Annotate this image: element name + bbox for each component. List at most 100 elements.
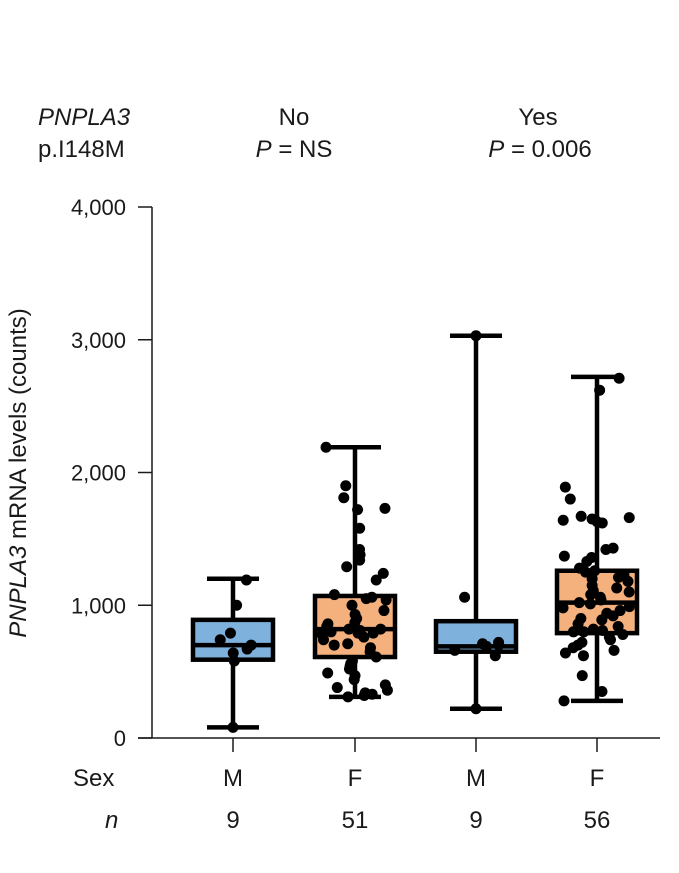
data-point xyxy=(557,602,569,614)
y-axis-label-rest: mRNA levels (counts) xyxy=(5,308,32,545)
data-point xyxy=(607,610,619,622)
data-point xyxy=(577,650,589,662)
data-point xyxy=(623,601,635,613)
data-point xyxy=(558,550,570,562)
data-point xyxy=(231,599,243,611)
group-yes-pvalue-suffix: = 0.006 xyxy=(504,136,591,163)
data-point xyxy=(360,593,372,605)
data-point xyxy=(481,640,493,652)
sex-row-label: Sex xyxy=(73,765,114,792)
box-group-no-m xyxy=(190,574,276,733)
data-point xyxy=(227,721,239,733)
data-point xyxy=(228,655,240,667)
data-point xyxy=(377,567,389,579)
data-point xyxy=(352,504,364,516)
y-tick-label: 1,000 xyxy=(71,593,126,618)
data-point xyxy=(341,561,353,573)
data-point xyxy=(322,667,334,679)
group-yes-pvalue: P = 0.006 xyxy=(488,136,591,163)
data-point xyxy=(559,481,571,493)
data-point xyxy=(608,644,620,656)
data-point xyxy=(342,691,354,703)
data-point xyxy=(617,628,629,640)
n-value: 9 xyxy=(469,807,482,834)
data-point xyxy=(459,591,471,603)
data-point xyxy=(346,599,358,611)
data-point xyxy=(567,626,579,638)
data-point xyxy=(380,594,392,606)
y-axis-label: PNPLA3 mRNA levels (counts) xyxy=(5,308,32,637)
data-point xyxy=(559,647,571,659)
data-point xyxy=(358,690,370,702)
data-point xyxy=(558,695,570,707)
data-point xyxy=(596,517,608,529)
data-point xyxy=(573,597,585,609)
y-tick-label: 0 xyxy=(114,726,126,751)
data-point xyxy=(354,554,366,566)
data-point xyxy=(576,670,588,682)
data-point xyxy=(604,634,616,646)
data-point xyxy=(241,643,253,655)
data-point xyxy=(595,594,607,606)
data-point xyxy=(581,555,593,567)
data-point xyxy=(378,605,390,617)
data-point xyxy=(567,642,579,654)
data-point xyxy=(612,571,624,583)
group-no-pvalue-suffix: = NS xyxy=(272,136,333,163)
genotype-variant-label: p.I148M xyxy=(38,136,125,163)
group-yes-label: Yes xyxy=(518,104,557,131)
data-point xyxy=(370,651,382,663)
box-group-no-f xyxy=(312,441,398,703)
data-point xyxy=(612,620,624,632)
data-point xyxy=(358,631,370,643)
data-point xyxy=(557,514,569,526)
sex-value: F xyxy=(590,765,605,792)
data-point xyxy=(584,598,596,610)
data-point xyxy=(623,586,635,598)
data-point xyxy=(470,703,482,715)
box-group-yes-f xyxy=(554,372,640,707)
data-point xyxy=(622,575,634,587)
data-point xyxy=(379,502,391,514)
data-point xyxy=(572,618,584,630)
data-point xyxy=(449,644,461,656)
group-yes-pvalue-prefix: P xyxy=(488,136,504,163)
n-value: 56 xyxy=(584,807,611,834)
x-ticks xyxy=(232,738,598,752)
data-point xyxy=(325,626,337,638)
y-tick-label: 3,000 xyxy=(71,328,126,353)
data-point xyxy=(240,574,252,586)
y-axis-label-gene: PNPLA3 xyxy=(5,545,32,638)
data-point xyxy=(342,638,354,650)
data-point xyxy=(320,441,332,453)
data-point xyxy=(328,639,340,651)
data-point xyxy=(214,634,226,646)
data-point xyxy=(348,674,360,686)
data-point xyxy=(596,614,608,626)
data-point xyxy=(367,627,379,639)
data-point xyxy=(381,684,393,696)
group-no-pvalue-prefix: P xyxy=(256,136,272,163)
data-point xyxy=(370,574,382,586)
genotype-gene-label: PNPLA3 xyxy=(38,104,131,131)
data-point xyxy=(328,589,340,601)
group-no-label: No xyxy=(279,104,310,131)
data-point xyxy=(611,582,623,594)
sex-value: M xyxy=(466,765,486,792)
data-point xyxy=(224,627,236,639)
data-point xyxy=(613,372,625,384)
data-point xyxy=(575,510,587,522)
data-point xyxy=(585,589,597,601)
sex-value: M xyxy=(223,765,243,792)
data-point xyxy=(338,492,350,504)
n-row-label: n xyxy=(105,807,118,834)
data-point xyxy=(489,650,501,662)
data-point xyxy=(493,639,505,651)
data-point xyxy=(564,493,576,505)
data-point xyxy=(600,543,612,555)
data-point xyxy=(331,682,343,694)
boxes-layer xyxy=(190,330,640,733)
data-point xyxy=(587,623,599,635)
y-ticks: 0 1,000 2,000 3,000 4,000 xyxy=(71,195,152,751)
data-point xyxy=(343,623,355,635)
